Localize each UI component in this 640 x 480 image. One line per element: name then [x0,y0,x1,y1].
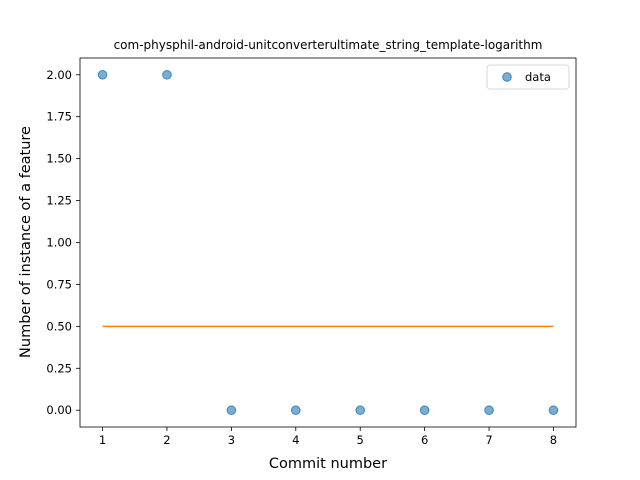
plot-area: 1 2 3 4 5 6 7 8 0.00 0.25 0.50 0.75 1.00 1.25 1.50 1.75… [46,57,577,447]
legend-box [486,64,570,90]
y-tick-label: 0.75 [46,277,72,291]
x-tick-label: 3 [228,433,235,447]
x-tick-label: 5 [357,433,364,447]
x-tick-label: 1 [99,433,106,447]
data-point [548,405,559,416]
data-point [226,405,237,416]
y-tick-label: 0.25 [46,361,72,375]
y-tick-label: 0.00 [46,403,72,417]
y-tick-label: 1.25 [46,194,72,208]
y-tick-label: 1.75 [46,110,72,124]
data-point [484,405,494,416]
x-axis-title: Commit number [269,456,387,472]
data-point [97,69,108,80]
x-tick-label: 6 [421,433,428,447]
x-tick-label: 2 [163,433,170,447]
y-tick-label: 0.50 [46,319,72,333]
chart-title: com-physphil-android-unitconverterultima… [114,38,543,52]
y-axis-title: Number of instance of a feature [18,126,34,358]
legend-marker [502,72,512,82]
y-tick-label: 1.50 [46,152,72,166]
y-tick-label: 2.00 [46,68,72,82]
data-point [419,405,430,416]
data-point [355,405,366,416]
x-tick-label: 7 [485,433,492,447]
data-point [162,69,172,80]
legend-label: data [525,70,551,84]
y-tick-label: 1.00 [46,236,72,250]
x-tick-label: 8 [550,433,557,447]
x-tick-label: 4 [292,433,299,447]
data-point [290,405,301,416]
